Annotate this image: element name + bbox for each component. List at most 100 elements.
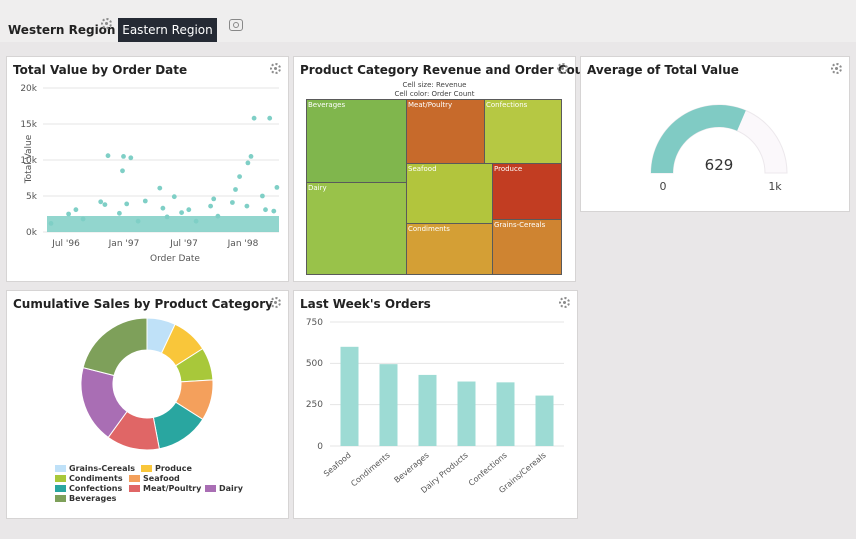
bar[interactable]: [535, 395, 554, 446]
scatter-point[interactable]: [142, 198, 148, 204]
panel-settings-gear-icon[interactable]: [270, 297, 281, 308]
gauge-chart: 629 0 1k: [650, 104, 788, 193]
scatter-point[interactable]: [66, 211, 71, 217]
y-axis-label: Total Value: [24, 134, 34, 184]
scatter-point[interactable]: [157, 185, 163, 191]
treemap-cell-label: Produce: [494, 165, 523, 173]
scatter-point[interactable]: [245, 160, 251, 166]
scatter-point[interactable]: [230, 200, 235, 205]
legend-item[interactable]: Confections: [55, 484, 122, 493]
scatter-point[interactable]: [179, 210, 185, 216]
gauge-max-label: 1k: [768, 180, 782, 193]
scatter-point[interactable]: [98, 199, 104, 205]
tab-eastern-region[interactable]: Eastern Region: [118, 18, 217, 42]
scatter-point[interactable]: [73, 207, 79, 213]
treemap-cell[interactable]: Grains-Cereals: [492, 219, 561, 274]
panel-settings-gear-icon[interactable]: [831, 63, 842, 74]
panel-average-total-value: Average of Total Value 629 0 1k: [580, 56, 850, 212]
panel-last-weeks-orders: Last Week's Orders Seafood Condiments Beve…: [293, 290, 578, 519]
bar[interactable]: [418, 374, 437, 446]
tab-western-region[interactable]: Western Region: [8, 23, 116, 37]
scatter-point[interactable]: [124, 201, 130, 207]
donut-chart: [80, 317, 214, 451]
scatter-point[interactable]: [171, 194, 177, 200]
scatter-point[interactable]: [267, 115, 273, 121]
scatter-point[interactable]: [251, 115, 257, 121]
x-tick-label: Confections: [467, 451, 509, 488]
treemap-cell-label: Meat/Poultry: [408, 101, 453, 109]
panel-title: Cumulative Sales by Product Category: [13, 297, 273, 311]
scatter-point[interactable]: [260, 193, 265, 199]
y-tick-label: 0: [317, 442, 323, 452]
treemap-cell[interactable]: Confections: [484, 100, 561, 165]
region-tab-bar: Western Region Eastern Region: [0, 0, 856, 42]
legend-item[interactable]: Meat/Poultry: [129, 484, 201, 493]
scatter-chart: 20k 15k 10k 5k 0k Jul '96 Jan '97 Jul '9…: [20, 84, 280, 264]
bar[interactable]: [340, 346, 359, 446]
western-region-gear-icon[interactable]: [101, 18, 112, 29]
gauge-value-arc: [651, 105, 746, 173]
scatter-point[interactable]: [128, 155, 134, 161]
panel-total-value-by-order-date: Total Value by Order Date 20k 15k 10k 5k…: [6, 56, 289, 282]
panel-cumulative-sales: Cumulative Sales by Product Category Gra…: [6, 290, 289, 519]
scatter-point[interactable]: [105, 153, 111, 159]
treemap-color-note: Cell color: Order Count: [394, 90, 475, 98]
y-tick-label: 20k: [20, 84, 37, 94]
panel-settings-gear-icon[interactable]: [270, 63, 281, 74]
x-tick-label: Jul '96: [51, 239, 80, 249]
treemap-cell-label: Grains-Cereals: [494, 221, 546, 229]
scatter-point[interactable]: [186, 207, 192, 213]
legend-item[interactable]: Dairy: [205, 484, 243, 493]
treemap-cell-label: Beverages: [308, 101, 346, 109]
panel-title: Average of Total Value: [587, 63, 739, 77]
y-tick-label: 750: [306, 318, 323, 328]
scatter-point[interactable]: [263, 207, 268, 213]
scatter-point[interactable]: [248, 154, 254, 159]
scatter-point[interactable]: [117, 210, 122, 216]
donut-slice[interactable]: [82, 317, 148, 377]
legend-item[interactable]: Seafood: [129, 474, 180, 483]
scatter-point[interactable]: [121, 154, 126, 159]
treemap-cell-label: Condiments: [408, 225, 450, 233]
x-tick-label: Beverages: [392, 451, 430, 485]
scatter-point[interactable]: [120, 168, 125, 174]
bar[interactable]: [379, 364, 398, 446]
scatter-point[interactable]: [237, 174, 243, 179]
scatter-point[interactable]: [160, 205, 166, 211]
x-tick-label: Condiments: [349, 451, 392, 489]
x-tick-label: Seafood: [322, 451, 353, 479]
x-tick-label: Jan '97: [108, 239, 140, 249]
treemap-cell[interactable]: Produce: [492, 163, 561, 221]
y-tick-label: 250: [306, 400, 323, 410]
scatter-point[interactable]: [274, 185, 280, 190]
legend-item[interactable]: Beverages: [55, 494, 116, 503]
y-tick-label: 500: [306, 359, 323, 369]
treemap-cell[interactable]: Seafood: [406, 163, 494, 225]
bar[interactable]: [457, 381, 476, 446]
treemap-cell[interactable]: Meat/Poultry: [406, 100, 486, 165]
scatter-point[interactable]: [271, 208, 277, 214]
treemap-cell[interactable]: Beverages: [307, 100, 408, 184]
treemap-cell[interactable]: Condiments: [406, 223, 494, 274]
scatter-point[interactable]: [244, 203, 250, 209]
scatter-point[interactable]: [208, 203, 214, 209]
scatter-dense-band: [47, 216, 279, 232]
scatter-point[interactable]: [233, 187, 238, 192]
treemap-cell[interactable]: Dairy: [307, 182, 408, 274]
bar[interactable]: [496, 382, 515, 446]
legend-item[interactable]: Produce: [141, 464, 192, 473]
scatter-point[interactable]: [211, 196, 217, 202]
scatter-point[interactable]: [102, 202, 108, 208]
legend-item[interactable]: Condiments: [55, 474, 123, 483]
legend-item[interactable]: Grains-Cereals: [55, 464, 135, 473]
y-tick-label: 5k: [26, 192, 38, 202]
panel-settings-gear-icon[interactable]: [559, 297, 570, 308]
panel-title: Last Week's Orders: [300, 297, 431, 311]
snapshot-icon[interactable]: [229, 19, 243, 31]
panel-product-category-treemap: Product Category Revenue and Order Count…: [293, 56, 598, 282]
gauge-value: 629: [705, 156, 734, 174]
treemap-area: Beverages Dairy Meat/Poultry Confections…: [306, 99, 562, 275]
panel-settings-gear-icon[interactable]: [557, 63, 568, 74]
treemap-cell-label: Seafood: [408, 165, 437, 173]
y-tick-label: 15k: [20, 120, 37, 130]
